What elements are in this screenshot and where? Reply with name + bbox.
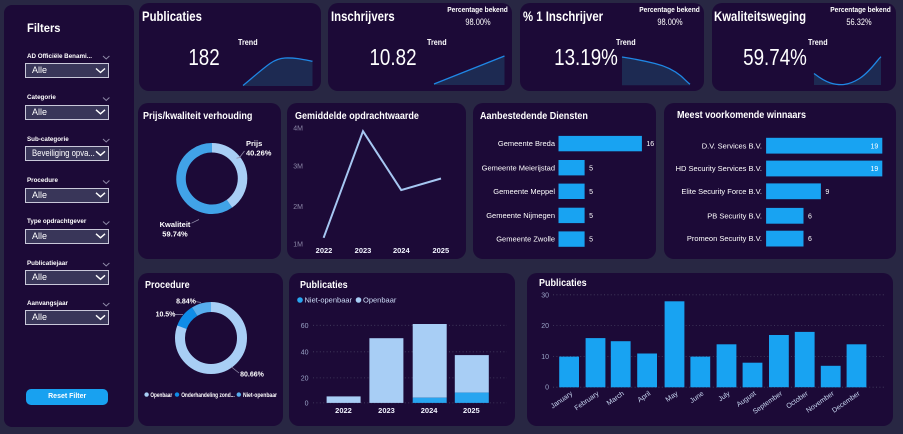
- svg-text:July: July: [717, 390, 732, 403]
- svg-text:2025: 2025: [432, 246, 449, 255]
- svg-text:19: 19: [871, 166, 879, 173]
- svg-text:80.66%: 80.66%: [240, 372, 265, 379]
- svg-text:Openbaar: Openbaar: [363, 296, 397, 305]
- svg-text:40.26%: 40.26%: [246, 148, 272, 157]
- svg-text:2023: 2023: [355, 246, 372, 255]
- svg-text:9: 9: [825, 188, 829, 195]
- svg-text:HD Security Services B.V.: HD Security Services B.V.: [676, 164, 762, 173]
- svg-text:September: September: [752, 390, 785, 416]
- svg-text:4M: 4M: [293, 125, 303, 132]
- svg-text:20: 20: [300, 375, 308, 382]
- svg-text:5: 5: [589, 213, 593, 220]
- svg-text:Promeon Security B.V.: Promeon Security B.V.: [687, 234, 762, 243]
- svg-text:1M: 1M: [293, 241, 303, 248]
- svg-text:2M: 2M: [293, 204, 303, 211]
- svg-text:40: 40: [300, 349, 308, 356]
- svg-text:59.74%: 59.74%: [162, 229, 188, 238]
- svg-text:30: 30: [541, 292, 549, 299]
- svg-text:0: 0: [304, 400, 308, 407]
- svg-text:10.5%: 10.5%: [156, 312, 177, 319]
- svg-text:April: April: [637, 390, 653, 404]
- svg-text:D.V. Services B.V.: D.V. Services B.V.: [702, 141, 762, 150]
- svg-text:Onderhandeling zond...: Onderhandeling zond...: [181, 392, 235, 399]
- svg-text:June: June: [689, 390, 706, 405]
- svg-text:2022: 2022: [335, 406, 352, 415]
- svg-text:19: 19: [871, 143, 879, 150]
- svg-text:Prijs: Prijs: [246, 139, 262, 148]
- svg-text:10: 10: [541, 354, 549, 361]
- svg-text:60: 60: [300, 323, 308, 330]
- svg-text:Gemeente Zwolle: Gemeente Zwolle: [496, 234, 555, 243]
- svg-text:PB Security B.V.: PB Security B.V.: [707, 211, 762, 220]
- svg-text:20: 20: [541, 323, 549, 330]
- svg-text:3M: 3M: [293, 163, 303, 170]
- svg-text:March: March: [606, 390, 626, 407]
- svg-text:August: August: [736, 390, 758, 408]
- svg-text:Gemeente Breda: Gemeente Breda: [497, 139, 555, 148]
- svg-text:Kwaliteit: Kwaliteit: [160, 220, 191, 229]
- svg-text:Niet-openbaar: Niet-openbaar: [304, 296, 352, 305]
- svg-text:8.84%: 8.84%: [176, 299, 197, 306]
- svg-text:Elite Security Force B.V.: Elite Security Force B.V.: [681, 186, 762, 195]
- svg-text:5: 5: [589, 236, 593, 243]
- svg-text:May: May: [665, 390, 680, 404]
- svg-text:2022: 2022: [316, 246, 333, 255]
- svg-text:Openbaar: Openbaar: [150, 392, 172, 399]
- svg-text:16: 16: [646, 141, 654, 148]
- svg-text:Niet-openbaar: Niet-openbaar: [243, 392, 277, 399]
- svg-text:January: January: [550, 390, 575, 410]
- svg-text:6: 6: [808, 236, 812, 243]
- svg-text:February: February: [574, 390, 601, 412]
- svg-text:0: 0: [545, 385, 549, 392]
- svg-text:2025: 2025: [463, 406, 480, 415]
- svg-text:Gemeente Meierijstad: Gemeente Meierijstad: [481, 163, 554, 172]
- svg-text:5: 5: [589, 165, 593, 172]
- svg-text:2024: 2024: [393, 246, 411, 255]
- svg-text:6: 6: [808, 213, 812, 220]
- svg-text:Gemeente Nijmegen: Gemeente Nijmegen: [486, 211, 555, 220]
- svg-text:2024: 2024: [420, 406, 438, 415]
- svg-text:2023: 2023: [378, 406, 395, 415]
- svg-text:December: December: [831, 390, 862, 415]
- svg-text:5: 5: [589, 188, 593, 195]
- svg-text:Gemeente Meppel: Gemeente Meppel: [493, 186, 555, 195]
